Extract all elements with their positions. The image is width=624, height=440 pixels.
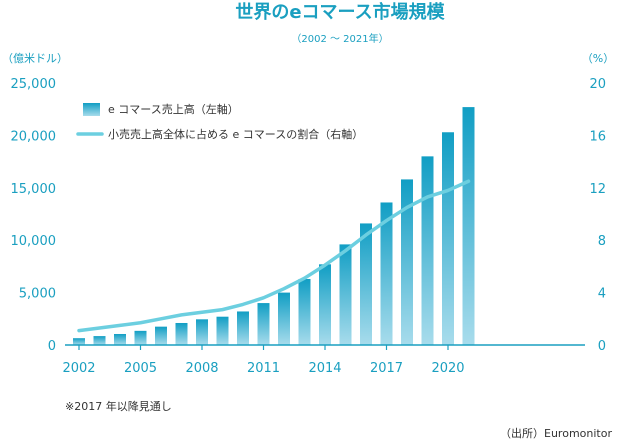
y-left-tick-label: 10,000 [11, 234, 57, 249]
y-right-tick-label: 0 [598, 339, 606, 354]
share-series-line [77, 179, 471, 333]
bar-2012 [278, 292, 290, 345]
y-left-tick-label: 25,000 [11, 77, 57, 92]
bar-2019 [421, 156, 434, 345]
bar-2016 [360, 223, 372, 345]
y-right-tick-label: 12 [589, 182, 606, 197]
legend: e コマース売上高（左軸） 小売売上高全体に占める e コマースの割合（右軸） [76, 102, 363, 141]
x-tick-label: 2002 [62, 361, 95, 376]
x-tick-label: 2014 [308, 361, 341, 376]
bar-2017 [380, 202, 393, 345]
bar-2015 [339, 244, 352, 345]
bar-2002 [73, 338, 85, 345]
y-right-tick-label: 8 [598, 234, 606, 249]
y-right-tick-label: 20 [589, 77, 606, 92]
bar-2003 [93, 336, 106, 345]
y-left-tick-label: 20,000 [11, 129, 57, 144]
bar-2011 [257, 303, 270, 345]
bar-2007 [175, 322, 188, 345]
y-right-unit-label: （%） [582, 52, 614, 65]
bar-2005 [134, 330, 147, 345]
x-tick-label: 2011 [247, 361, 280, 376]
bar-2021 [462, 107, 475, 345]
bar-2020 [442, 132, 454, 345]
bar-2006 [155, 326, 167, 345]
forecast-note: ※2017 年以降見通し [65, 399, 172, 413]
legend-bar-swatch [83, 103, 100, 116]
chart-subtitle: （2002 〜 2021年） [291, 32, 388, 45]
y-left-unit-label: （億米ドル） [2, 52, 68, 65]
y-left-tick-label: 5,000 [19, 287, 56, 302]
x-tick-label: 2017 [370, 361, 403, 376]
y-right-tick-label: 16 [589, 129, 606, 144]
bar-2008 [196, 319, 208, 345]
x-tick-label: 2020 [431, 361, 464, 376]
bar-2014 [319, 264, 331, 345]
bar-2009 [216, 316, 229, 345]
legend-bar-label: e コマース売上高（左軸） [108, 102, 239, 116]
x-tick-label: 2008 [185, 361, 218, 376]
bar-2010 [237, 311, 249, 345]
x-tick-label: 2005 [124, 361, 157, 376]
bar-2018 [401, 179, 413, 345]
bar-2013 [298, 278, 311, 345]
chart-title: 世界のeコマース市場規模 [235, 1, 445, 23]
y-left-tick-label: 0 [48, 339, 56, 354]
y-left-tick-label: 15,000 [11, 182, 57, 197]
legend-line-label: 小売売上高全体に占める e コマースの割合（右軸） [108, 127, 363, 141]
bar-2004 [114, 333, 126, 345]
y-right-tick-label: 4 [598, 287, 606, 302]
source-note: （出所）Euromonitor [500, 426, 612, 440]
